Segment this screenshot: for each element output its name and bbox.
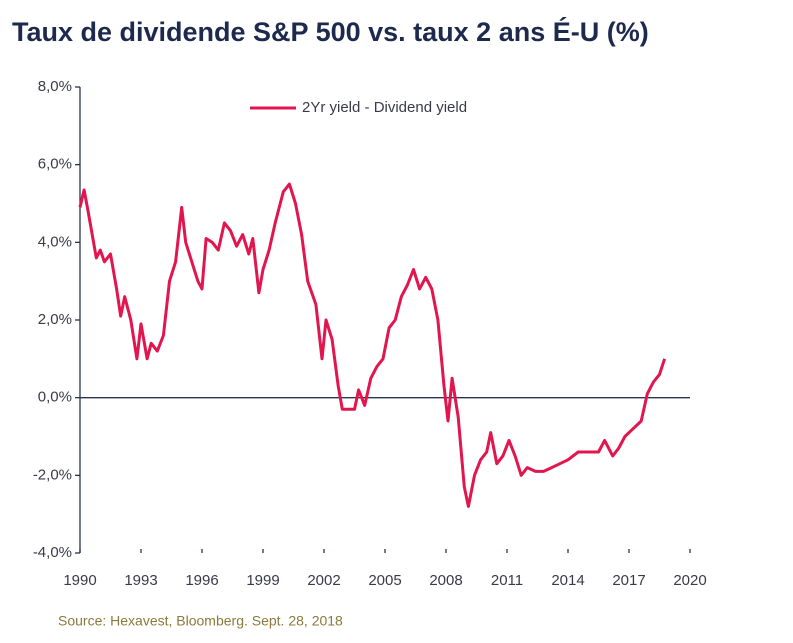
legend-label: 2Yr yield - Dividend yield (302, 99, 467, 116)
chart-title: Taux de dividende S&P 500 vs. taux 2 ans… (12, 16, 649, 47)
y-tick-label: -4,0% (33, 544, 72, 561)
y-tick-label: 6,0% (38, 156, 72, 173)
y-tick-label: 4,0% (38, 233, 72, 250)
x-tick-label: 2020 (673, 572, 706, 589)
x-tick-label: 2008 (429, 572, 462, 589)
x-tick-label: 1993 (124, 572, 157, 589)
source: Source: Hexavest, Bloomberg. Sept. 28, 2… (58, 613, 343, 629)
x-tick-label: 2002 (307, 572, 340, 589)
x-tick-label: 2011 (491, 572, 523, 589)
y-tick-label: -2,0% (33, 466, 72, 483)
x-tick-label: 2014 (551, 572, 584, 589)
x-tick-label: 2017 (612, 572, 645, 589)
data-line (78, 182, 667, 508)
x-tick-label: 1996 (185, 572, 218, 589)
x-tick-label: 1990 (63, 572, 96, 589)
x-tick-label: 1999 (246, 572, 279, 589)
y-tick-label: 0,0% (38, 389, 72, 406)
y-tick-label: 2,0% (38, 311, 72, 328)
y-tick-label: 8,0% (38, 78, 72, 95)
x-tick-label: 2005 (368, 572, 401, 589)
